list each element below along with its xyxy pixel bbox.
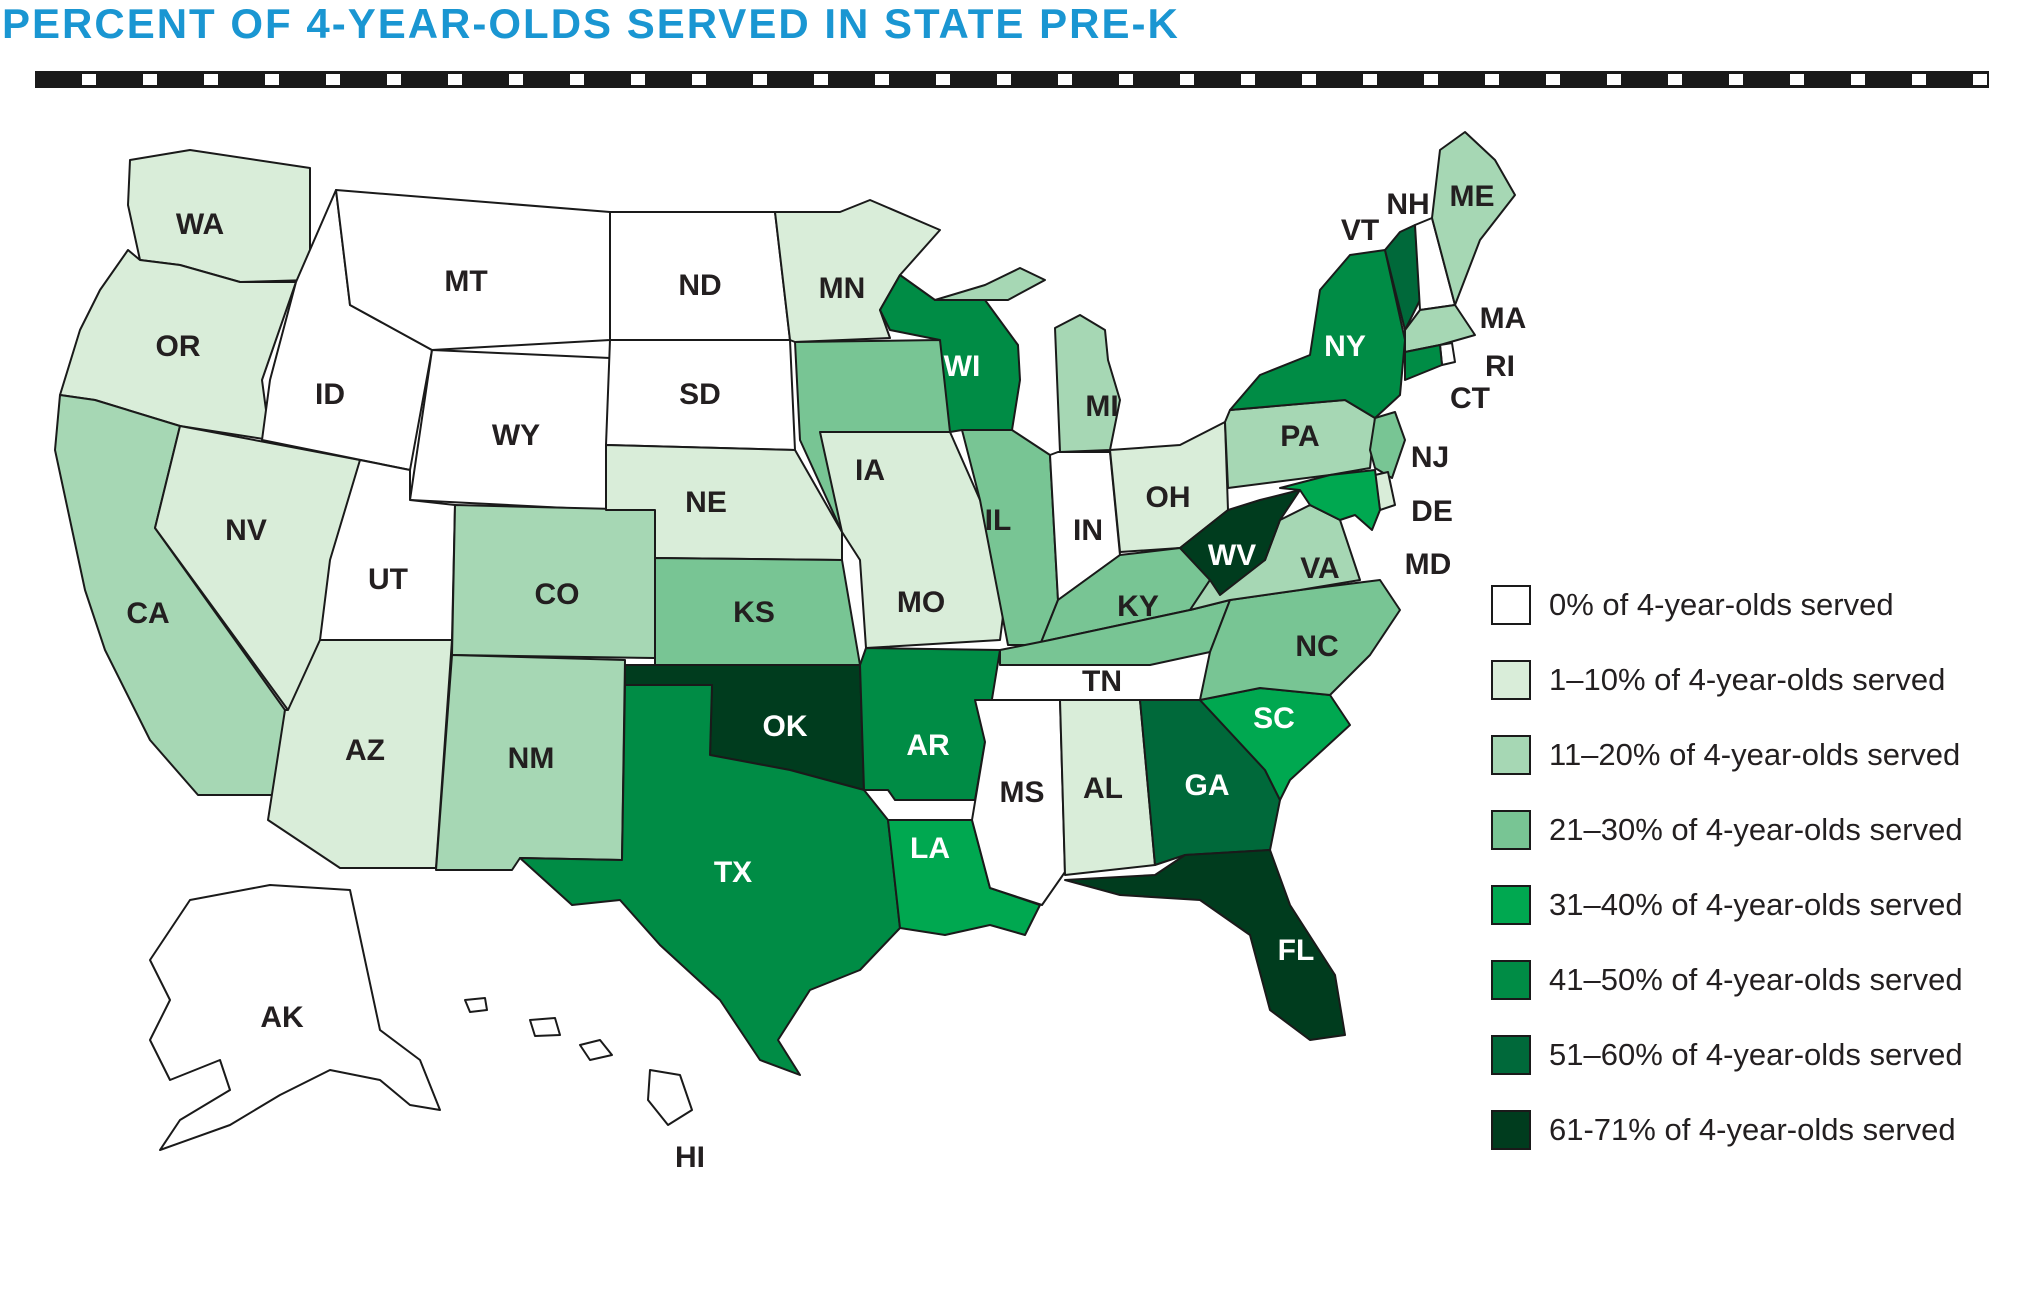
state-label-ms: MS <box>1000 776 1045 809</box>
state-label-sc: SC <box>1253 702 1295 735</box>
state-label-de: DE <box>1411 495 1453 528</box>
state-ak <box>149 884 441 1151</box>
state-label-nm: NM <box>508 742 555 775</box>
state-label-nh: NH <box>1386 188 1429 221</box>
state-label-fl: FL <box>1278 934 1315 967</box>
state-label-va: VA <box>1300 552 1339 585</box>
state-label-oh: OH <box>1146 481 1191 514</box>
state-mt <box>335 189 611 351</box>
legend-label: 51–60% of 4-year-olds served <box>1549 1037 1963 1072</box>
state-mo <box>819 431 1011 649</box>
state-label-ak: AK <box>260 1001 304 1034</box>
state-ar <box>859 647 1001 801</box>
state-label-tn: TN <box>1082 665 1122 698</box>
state-label-ut: UT <box>368 563 408 596</box>
state-label-nc: NC <box>1295 630 1338 663</box>
state-label-il: IL <box>985 504 1012 537</box>
state-label-hi: HI <box>675 1141 705 1174</box>
legend-item: 0% of 4-year-olds served <box>1491 585 2011 629</box>
state-label-nv: NV <box>225 514 267 547</box>
state-label-tx: TX <box>714 856 752 889</box>
state-tx <box>519 684 901 1076</box>
map-title: PERCENT OF 4-YEAR-OLDS SERVED IN STATE P… <box>2 0 1180 47</box>
legend-swatch <box>1491 660 1531 700</box>
legend-swatch <box>1491 960 1531 1000</box>
legend-item: 1–10% of 4-year-olds served <box>1491 660 2011 704</box>
state-label-la: LA <box>910 832 950 865</box>
legend-swatch <box>1491 1035 1531 1075</box>
state-label-md: MD <box>1405 548 1452 581</box>
legend-swatch <box>1491 810 1531 850</box>
legend-label: 61-71% of 4-year-olds served <box>1549 1112 1956 1147</box>
legend-label: 31–40% of 4-year-olds served <box>1549 887 1963 922</box>
state-hi <box>464 997 693 1126</box>
state-nj <box>1369 411 1406 479</box>
title-divider <box>35 71 1989 88</box>
state-fl <box>1064 849 1346 1041</box>
state-label-sd: SD <box>679 378 721 411</box>
state-ct <box>1404 344 1443 381</box>
state-label-al: AL <box>1083 772 1123 805</box>
legend-label: 41–50% of 4-year-olds served <box>1549 962 1963 997</box>
state-label-or: OR <box>156 330 201 363</box>
state-label-ky: KY <box>1117 590 1159 623</box>
state-label-ny: NY <box>1324 330 1366 363</box>
state-label-ri: RI <box>1485 350 1515 383</box>
state-label-mo: MO <box>897 586 945 619</box>
state-label-nj: NJ <box>1411 441 1449 474</box>
state-label-ia: IA <box>855 454 885 487</box>
state-label-vt: VT <box>1341 214 1379 247</box>
legend-item: 21–30% of 4-year-olds served <box>1491 810 2011 854</box>
state-label-ne: NE <box>685 486 727 519</box>
state-label-ga: GA <box>1185 769 1230 802</box>
state-label-pa: PA <box>1280 420 1319 453</box>
legend-item: 11–20% of 4-year-olds served <box>1491 735 2011 779</box>
state-wi <box>879 274 1021 433</box>
state-label-wv: WV <box>1208 539 1256 572</box>
state-label-wy: WY <box>492 419 540 452</box>
state-label-ca: CA <box>126 597 169 630</box>
state-label-in: IN <box>1073 514 1103 547</box>
state-label-mi: MI <box>1085 390 1118 423</box>
state-label-co: CO <box>535 578 580 611</box>
state-label-mn: MN <box>819 272 866 305</box>
us-map: WA OR CA ID NV MT WY UT AZ CO NM ND SD NE KS OK TX MN IA MO… <box>54 131 1527 1174</box>
state-label-ar: AR <box>906 729 950 762</box>
state-label-me: ME <box>1450 180 1495 213</box>
legend-label: 21–30% of 4-year-olds served <box>1549 812 1963 847</box>
state-wv <box>1179 489 1301 596</box>
state-label-wi: WI <box>944 350 981 383</box>
state-md <box>1279 469 1381 531</box>
state-label-ct: CT <box>1450 382 1490 415</box>
state-label-ks: KS <box>733 596 775 629</box>
state-me <box>1431 131 1516 306</box>
state-label-nd: ND <box>678 269 721 302</box>
state-ny <box>1229 249 1406 419</box>
state-label-ok: OK <box>763 710 808 743</box>
legend-item: 61-71% of 4-year-olds served <box>1491 1110 2011 1154</box>
legend-label: 11–20% of 4-year-olds served <box>1549 737 1961 772</box>
state-label-ma: MA <box>1480 302 1527 335</box>
legend-label: 0% of 4-year-olds served <box>1549 587 1894 622</box>
legend-swatch <box>1491 885 1531 925</box>
legend-swatch <box>1491 585 1531 625</box>
state-label-wa: WA <box>176 208 224 241</box>
state-label-id: ID <box>315 378 345 411</box>
legend-item: 51–60% of 4-year-olds served <box>1491 1035 2011 1079</box>
legend-item: 41–50% of 4-year-olds served <box>1491 960 2011 1004</box>
legend-label: 1–10% of 4-year-olds served <box>1549 662 1946 697</box>
legend-item: 31–40% of 4-year-olds served <box>1491 885 2011 929</box>
state-label-az: AZ <box>345 734 385 767</box>
legend-swatch <box>1491 1110 1531 1150</box>
legend-swatch <box>1491 735 1531 775</box>
state-label-mt: MT <box>444 265 487 298</box>
